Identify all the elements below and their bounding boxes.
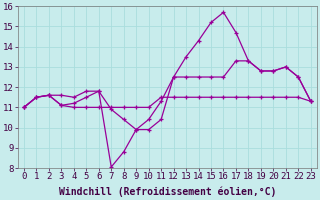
X-axis label: Windchill (Refroidissement éolien,°C): Windchill (Refroidissement éolien,°C) [59,187,276,197]
